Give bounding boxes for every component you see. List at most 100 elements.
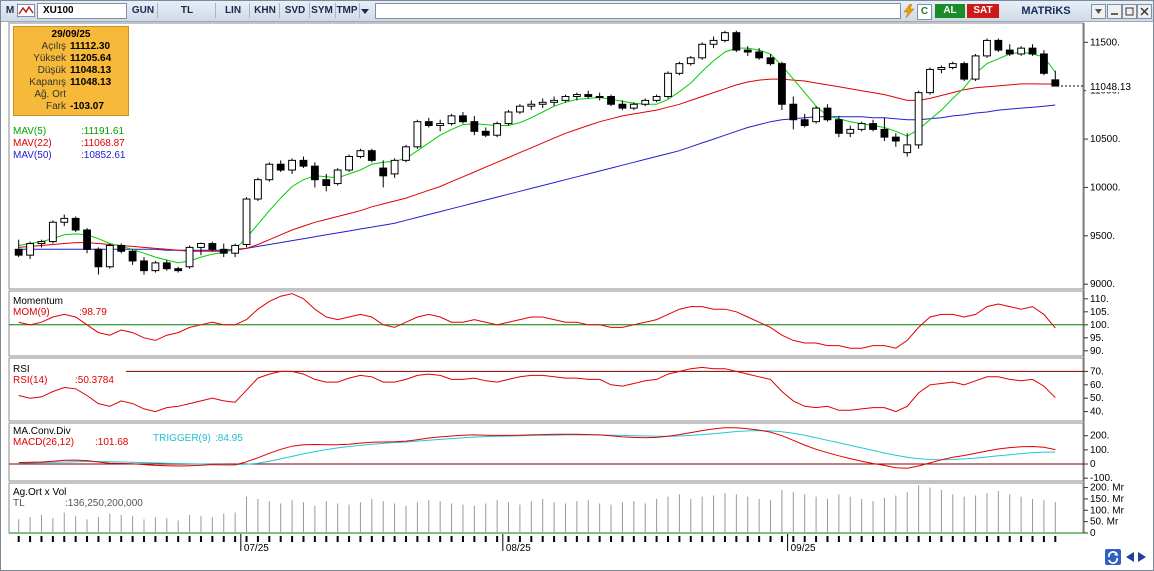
candle-up (914, 92, 923, 146)
volume-title: Ag.Ort x Vol (13, 487, 67, 498)
macd-tick-label: 100. (1090, 445, 1109, 456)
momentum-tick-label: 95. (1090, 333, 1104, 344)
candle-up (253, 179, 262, 200)
candle-up (356, 150, 365, 157)
candle-down (960, 63, 969, 80)
candle-up (333, 169, 342, 185)
candle-down (789, 103, 798, 121)
buy-button[interactable]: AL (935, 4, 965, 18)
candle-up (436, 123, 445, 127)
candle-up (60, 217, 69, 223)
candle-up (857, 123, 866, 130)
candle-down (367, 150, 376, 161)
price-tick-label: 10000. (1090, 182, 1121, 193)
maximize-icon[interactable] (1122, 4, 1137, 19)
toolbar-button-tmp[interactable]: TMP (335, 3, 360, 18)
panel-frame-vol (8, 482, 1084, 534)
c-button[interactable]: C (917, 4, 932, 20)
mav50-label: MAV(50):10852.61 (13, 150, 126, 161)
volume-tick-label: 200. Mr (1090, 483, 1125, 494)
lightning-icon[interactable] (903, 3, 915, 19)
candle-up (231, 244, 240, 254)
candle-up (48, 221, 57, 243)
candle-up (550, 99, 559, 103)
rsi-tick-label: 60. (1090, 380, 1104, 391)
candle-up (652, 96, 661, 101)
candle-down (607, 96, 615, 105)
info-label: Fark (46, 101, 66, 112)
panel-frame-mom (8, 290, 1084, 357)
candle-up (721, 32, 729, 41)
candle-down (219, 248, 228, 254)
candle-up (197, 243, 205, 248)
candle-up (675, 63, 684, 74)
info-label: Açılış (41, 41, 66, 52)
candle-up (504, 111, 513, 125)
candle-up (105, 244, 114, 268)
candle-up (185, 246, 194, 268)
macd-line (18, 427, 1056, 469)
candle-up (493, 123, 502, 136)
macd-label: MACD(26,12):101.68 (13, 437, 129, 448)
macd-title: MA.Conv.Div (13, 426, 71, 437)
candle-up (288, 159, 297, 171)
momentum-line (18, 293, 1056, 349)
toolbar-button-tl[interactable]: TL (159, 3, 216, 18)
candle-up (26, 243, 35, 256)
minimize-icon[interactable] (1107, 4, 1122, 19)
candle-down (755, 51, 764, 59)
toolbar-button-svd[interactable]: SVD (281, 3, 310, 18)
candle-down (459, 115, 467, 123)
macd-tick-label: 200. (1090, 431, 1109, 442)
chart-area[interactable]: 11500.11000.10500.10000.9500.9000.11048.… (1, 21, 1153, 551)
candle-up (561, 96, 570, 101)
volume-label: TL:136,250,200,000 (13, 498, 143, 509)
symbol-field[interactable]: XU100 (37, 3, 127, 19)
momentum-label: MOM(9):98.79 (13, 307, 107, 318)
momentum-tick-label: 110. (1090, 294, 1109, 305)
candle-down (1051, 79, 1060, 87)
refresh-icon[interactable] (1105, 549, 1121, 565)
toolbar-button-khn[interactable]: KHN (251, 3, 280, 18)
symbol-text: XU100 (43, 5, 74, 16)
candle-up (903, 144, 912, 154)
rsi-title: RSI (13, 364, 30, 375)
scroll-right-icon[interactable] (1137, 552, 1147, 562)
candle-up (265, 163, 274, 181)
candle-down (732, 32, 741, 51)
trigger-label: TRIGGER(9):84.95 (153, 433, 243, 444)
last-price-tag-bg (1086, 80, 1144, 93)
candle-down (1028, 47, 1037, 55)
toolbar-button-lin[interactable]: LIN (217, 3, 250, 18)
candle-up (926, 68, 934, 94)
candle-down (800, 119, 809, 127)
menu-button[interactable]: M (3, 3, 18, 18)
menu-down-icon[interactable] (1091, 4, 1106, 19)
toolbar-button-gun[interactable]: GUN (129, 3, 158, 18)
chart-type-icon[interactable] (17, 4, 35, 17)
candle-up (698, 43, 707, 59)
close-icon[interactable] (1137, 4, 1152, 19)
toolbar-button-sym[interactable]: SYM (309, 3, 336, 18)
price-tick-label: 10500. (1090, 134, 1121, 145)
candle-down (869, 123, 877, 130)
info-box: 29/09/25 Açılış 11112.30 Yüksek 11205.64 Düş… (13, 26, 129, 116)
candle-down (71, 217, 80, 231)
rsi-tick-label: 50. (1090, 393, 1104, 404)
sell-button[interactable]: SAT (967, 4, 999, 18)
info-value: 11048.13 (70, 65, 112, 76)
rsi-label: RSI(14):50.3784 (13, 375, 114, 386)
rsi-line (18, 366, 1056, 413)
candle-up (971, 55, 980, 80)
date-axis-label: 08/25 (506, 543, 531, 551)
info-row: Kapanış 11048.13 (14, 77, 128, 88)
candle-up (709, 39, 718, 45)
candle-down (1005, 49, 1014, 55)
candle-down (299, 159, 308, 167)
candle-down (481, 130, 490, 136)
scroll-left-icon[interactable] (1125, 552, 1135, 562)
dropdown-arrow-icon[interactable] (359, 5, 371, 17)
momentum-tick-label: 100. (1090, 320, 1109, 331)
candle-up (595, 96, 604, 99)
volume-tick-label: 0 (1090, 528, 1096, 539)
